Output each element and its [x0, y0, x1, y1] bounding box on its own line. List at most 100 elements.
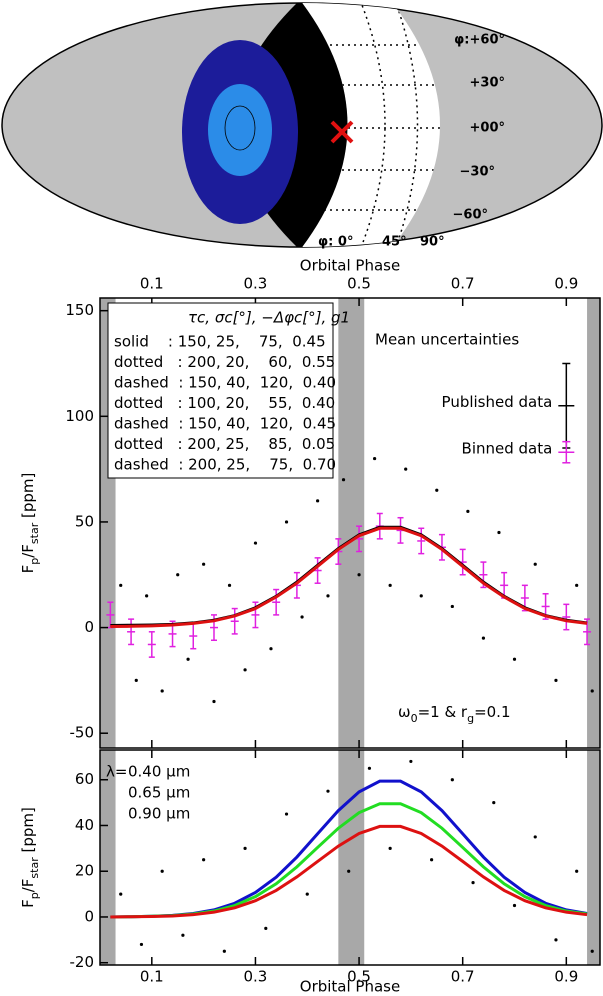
data-point	[305, 892, 309, 896]
legend-row: solid : 150, 25, 75, 0.45	[114, 333, 326, 351]
lat-label: +00°	[470, 121, 505, 136]
legend-row: dashed : 200, 25, 75, 0.70	[114, 456, 336, 474]
x-tick-label: 0.9	[554, 968, 578, 986]
data-point	[481, 636, 486, 640]
lon-label: 90°	[420, 235, 445, 250]
text-part: [ppm]	[19, 807, 37, 857]
substellar-marker	[330, 120, 354, 144]
data-point	[533, 562, 537, 566]
text-part: g	[467, 712, 474, 725]
uncertainty-label: Published data	[442, 393, 553, 411]
data-point	[497, 530, 501, 535]
data-point	[176, 573, 180, 577]
eclipse-shade	[100, 750, 116, 965]
data-point	[243, 846, 247, 850]
data-point	[435, 488, 439, 492]
x-tick-label: 0.3	[244, 275, 268, 293]
plot-frame	[99, 749, 601, 966]
legend-prefix: λ=	[106, 763, 127, 781]
data-point	[119, 892, 123, 896]
x-axis-label: Orbital Phase	[300, 257, 400, 275]
model-line	[110, 526, 588, 629]
data-point	[212, 699, 216, 704]
data-point	[264, 926, 268, 931]
lat-label: φ:+60°	[454, 33, 505, 48]
text-part: star	[28, 522, 41, 544]
binned-point	[127, 618, 136, 646]
data-point	[533, 835, 537, 839]
text-part: star	[28, 857, 41, 879]
data-point	[326, 594, 330, 598]
binned-point	[147, 631, 156, 658]
data-point	[590, 689, 594, 693]
data-point	[145, 594, 149, 598]
binned-point	[458, 548, 467, 576]
legend-row: dotted : 100, 20, 55, 0.40	[114, 394, 335, 412]
y-tick-label: 100	[65, 407, 94, 425]
data-point	[181, 933, 185, 937]
x-tick-label: 0.5	[347, 275, 371, 293]
data-point	[590, 949, 594, 953]
y-tick-label: 0	[84, 618, 94, 636]
binned-point	[396, 516, 405, 544]
eclipse-shade	[587, 298, 600, 748]
plot-frame	[99, 297, 601, 749]
lat-label: −30°	[460, 165, 495, 180]
annotation: ω0=1 & rg=0.1	[398, 703, 511, 725]
data-point	[160, 689, 164, 693]
eclipse-shade	[338, 750, 365, 965]
data-point	[186, 657, 190, 661]
x-tick-label: 0.9	[554, 275, 578, 293]
y-tick-label: 60	[75, 770, 94, 788]
data-point	[202, 562, 206, 566]
lon-label: 45°	[382, 235, 407, 250]
data-point	[471, 881, 475, 885]
data-point	[388, 846, 392, 850]
data-point	[341, 478, 346, 482]
y-tick-label: 0	[84, 907, 94, 925]
y-tick-label: 20	[75, 862, 94, 880]
data-point	[373, 456, 377, 461]
data-point	[134, 678, 138, 682]
y-axis-label: Fp/Fstar [ppm]	[19, 807, 41, 908]
text-part: /F	[19, 879, 37, 893]
data-point	[347, 869, 351, 873]
y-tick-label: 40	[75, 816, 94, 834]
x-tick-label: 0.7	[451, 968, 475, 986]
legend-box	[107, 302, 334, 479]
data-point	[160, 869, 164, 873]
data-point	[419, 594, 423, 598]
binned-point	[313, 557, 322, 584]
data-point	[316, 499, 320, 503]
uncertainty-title: Mean uncertainties	[375, 331, 519, 349]
data-point	[269, 647, 273, 651]
text-part: =1 & r	[418, 703, 468, 721]
text-part: =0.1	[474, 703, 510, 721]
text-part: 0	[411, 712, 418, 725]
y-tick-label: 50	[75, 512, 94, 530]
uncertainty-bar	[558, 362, 575, 449]
legend-entry: 0.90 μm	[128, 805, 190, 823]
text-part: F	[19, 899, 37, 908]
y-tick-label: -50	[70, 724, 95, 742]
data-point	[450, 778, 454, 782]
day-side	[300, 3, 440, 247]
y-axis-label: Fp/Fstar [ppm]	[19, 473, 41, 574]
data-point	[139, 942, 144, 947]
data-point	[326, 789, 330, 793]
data-point	[450, 604, 454, 609]
data-point	[430, 858, 434, 862]
data-point	[253, 541, 258, 545]
x-axis-label: Orbital Phase	[300, 978, 400, 996]
text-part: p	[28, 558, 41, 565]
data-point	[404, 467, 408, 471]
plot-area	[100, 298, 600, 748]
data-point	[492, 801, 496, 805]
data-point	[367, 766, 372, 770]
lon-label: φ: 0°	[318, 235, 353, 250]
data-point	[284, 812, 289, 816]
data-point	[554, 938, 558, 942]
plot-area	[100, 750, 600, 965]
data-point	[227, 583, 232, 587]
y-tick-label: -20	[70, 953, 95, 971]
